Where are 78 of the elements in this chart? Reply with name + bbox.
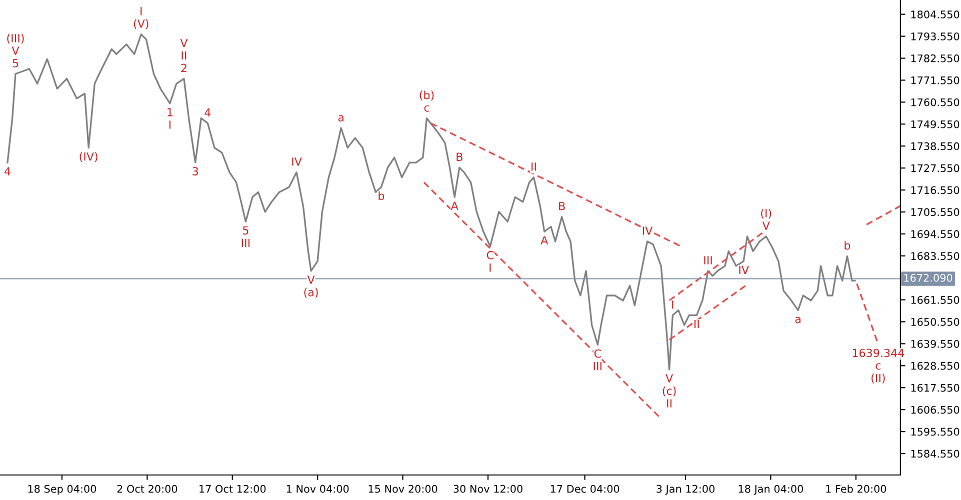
x-tick-label: 17 Oct 12:00 [200,484,266,493]
y-tick-label: 1639.550 [911,340,960,348]
annotation: b [378,191,384,200]
y-tick-label: 1694.550 [911,230,960,238]
annotation: (II) [872,374,885,384]
annotation: c [424,105,430,112]
annotation: B [456,152,462,161]
y-tick-label: 1705.550 [911,208,960,216]
annotation: A [540,236,548,244]
y-tick-label: 1661.550 [911,296,960,304]
annotation: b [844,241,850,250]
annotation: IV [292,158,302,166]
y-tick-label: 1738.550 [911,142,960,150]
y-tick-label: 1606.550 [911,406,960,414]
y-tick-label: 1716.550 [911,186,960,194]
y-tick-label: 1683.550 [911,252,960,260]
annotation: II [532,162,536,171]
annotation: (b) [420,90,434,101]
annotation: C [594,349,601,358]
annotation: I [672,300,674,309]
x-tick-label: 1 Feb 20:00 [826,484,886,493]
annotation: (a) [304,288,318,298]
annotation: 4 [204,108,211,117]
y-tick-label: 1584.550 [911,450,960,458]
annotation: a [338,115,344,122]
y-tick-label: 1727.550 [911,164,960,172]
annotation: IV [739,266,749,274]
annotation: III [242,238,250,247]
y-tick-label: 1628.550 [911,362,960,370]
annotation: B [559,202,565,210]
annotation: 2 [181,64,186,72]
x-tick-label: 2 Oct 20:00 [117,484,178,493]
x-tick-label: 18 Jan 04:00 [738,484,803,495]
annotation: (c) [662,386,676,396]
annotation: III [594,362,602,370]
annotation: 3 [192,167,198,176]
x-tick-label: 18 Sep 04:00 [28,484,96,495]
annotation: (III) [7,34,24,44]
x-tick-label: 1 Nov 04:00 [286,484,349,493]
y-tick-label: 1771.550 [911,76,960,84]
y-tick-label: 1617.550 [911,384,960,392]
x-tick-label: 3 Jan 12:00 [656,484,714,495]
annotation: 1639.344 [852,348,904,358]
y-tick-label: 1595.550 [911,428,960,436]
annotation: III [704,256,712,264]
annotation: V [762,222,770,230]
annotation: 1 [168,108,172,116]
annotation: V [180,38,188,48]
x-tick-label: 17 Dec 04:00 [550,484,620,493]
annotation: (V) [134,19,148,30]
y-tick-label: 1793.550 [911,32,960,40]
annotation: II [182,51,186,60]
annotation: 4 [4,167,10,176]
annotation: (IV) [80,152,98,162]
annotation: a [795,316,800,324]
annotation: 5 [12,59,18,68]
y-tick-label: 1804.550 [911,10,960,18]
annotation: V [12,46,20,55]
x-tick-label: 15 Nov 20:00 [368,484,438,493]
annotation: I [490,264,491,272]
y-tick-label: 1782.550 [911,54,960,62]
annotation: V [666,374,673,382]
x-tick-label: 30 Nov 12:00 [454,484,522,493]
annotation: II [694,320,699,328]
annotation: c [876,363,881,370]
annotation: C [486,250,494,260]
annotation: V [307,276,315,284]
ref-line-label: 1672.090 [904,274,952,282]
annotation: IV [642,226,653,235]
annotation: (I) [761,208,772,219]
y-tick-label: 1760.550 [911,98,960,106]
annotation: A [450,202,458,210]
annotation: I [140,7,142,16]
y-tick-label: 1650.550 [911,318,960,326]
annotation: 5 [243,226,248,235]
annotation: I [169,120,170,129]
y-tick-label: 1749.550 [911,120,960,128]
annotation: II [667,399,672,408]
